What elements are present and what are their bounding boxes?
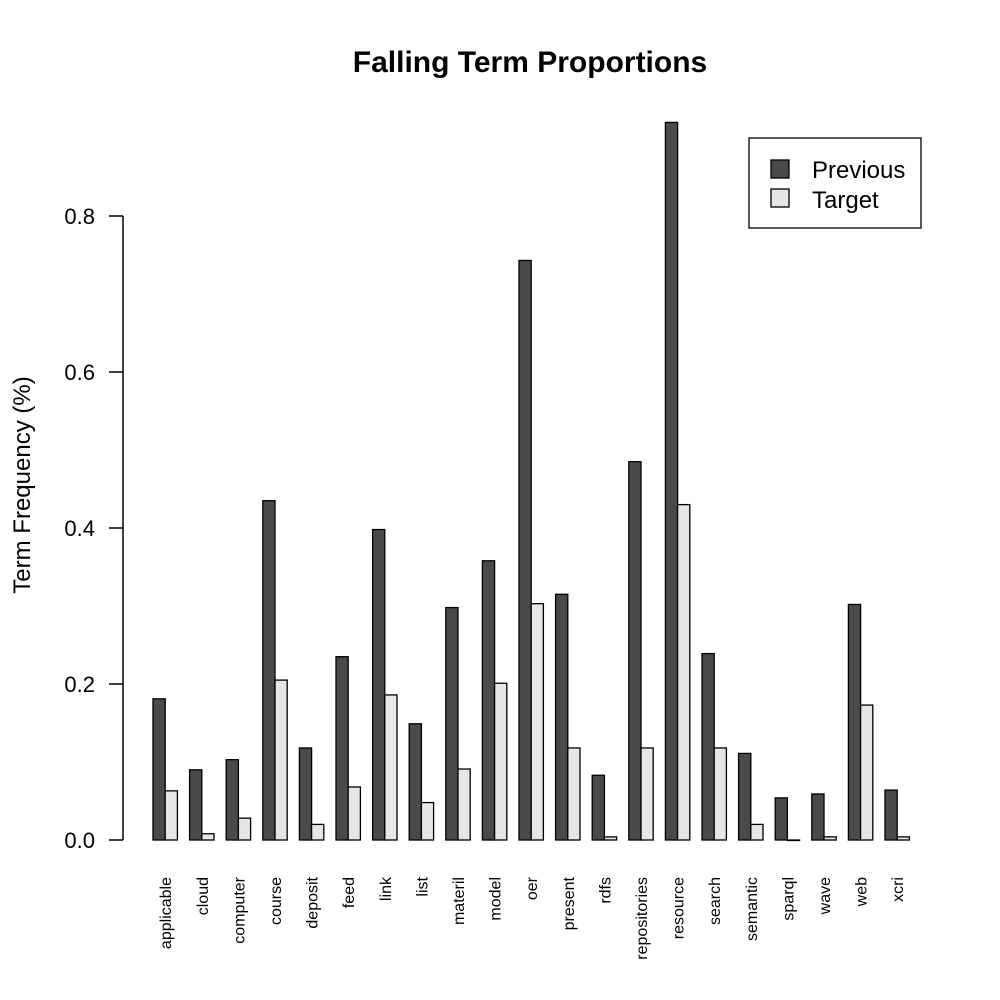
bar-previous-web	[847, 603, 862, 841]
x-tick-label-present: present	[561, 876, 578, 930]
x-tick-label-materil: materil	[451, 877, 468, 925]
bars-group	[152, 121, 911, 842]
legend-box	[748, 137, 922, 229]
bar-previous-search	[701, 652, 715, 841]
x-tick-label-rdfs: rdfs	[597, 877, 614, 904]
x-tick-label-applicable: applicable	[158, 877, 175, 949]
bar-previous-oer	[518, 259, 532, 841]
x-tick-label-model: model	[488, 877, 505, 921]
x-tick-label-deposit: deposit	[305, 876, 322, 928]
bar-previous-model	[481, 560, 496, 841]
bar-target-web	[859, 704, 874, 841]
bar-target-feed	[347, 786, 362, 841]
bar-previous-present	[554, 593, 569, 841]
bar-previous-sparql	[774, 797, 789, 841]
x-tick-label-web: web	[854, 877, 871, 907]
legend-label-target: Target	[812, 187, 879, 214]
bar-previous-link	[371, 528, 386, 841]
x-tick-labels: applicable cloud computer course deposit feed…	[158, 876, 907, 960]
x-tick-label-course: course	[268, 877, 285, 925]
y-tick-label: 0.4	[64, 516, 95, 541]
bar-previous-xcri	[884, 789, 898, 841]
x-tick-label-repositories: repositories	[634, 877, 651, 960]
bar-previous-course	[262, 500, 276, 841]
x-tick-label-link: link	[378, 876, 395, 901]
x-tick-label-search: search	[707, 877, 724, 925]
bar-target-repositories	[640, 747, 654, 841]
bar-target-search	[713, 747, 728, 841]
x-tick-label-list: list	[414, 876, 431, 896]
bar-target-semantic	[750, 823, 764, 841]
bar-previous-repositories	[628, 461, 642, 841]
bar-target-applicable	[164, 790, 179, 841]
bar-target-wave	[823, 836, 837, 841]
bar-target-oer	[530, 603, 545, 841]
bar-previous-list	[408, 723, 423, 841]
bar-target-course	[274, 679, 288, 841]
legend-label-previous: Previous	[812, 157, 905, 184]
x-tick-label-computer: computer	[231, 876, 248, 943]
bar-target-deposit	[310, 823, 325, 841]
x-tick-label-semantic: semantic	[744, 877, 761, 941]
y-tick-label: 0.8	[64, 204, 95, 229]
x-tick-label-cloud: cloud	[195, 877, 212, 915]
bar-target-materil	[457, 768, 471, 841]
y-axis-label: Term Frequency (%)	[9, 376, 36, 593]
bar-previous-deposit	[298, 747, 313, 841]
y-axis: 0.0 0.2 0.4 0.6 0.8	[64, 204, 124, 853]
bar-target-link	[384, 694, 398, 841]
bar-previous-resource	[664, 121, 679, 841]
x-tick-label-xcri: xcri	[890, 877, 907, 902]
bar-previous-rdfs	[591, 774, 606, 841]
x-tick-label-resource: resource	[671, 877, 688, 939]
bar-previous-wave	[811, 793, 825, 841]
x-tick-label-wave: wave	[817, 877, 834, 915]
bar-target-resource	[676, 503, 691, 841]
y-tick-label: 0.6	[64, 360, 95, 385]
legend: Previous Target	[748, 137, 922, 229]
y-tick-label: 0.0	[64, 828, 95, 853]
bar-previous-semantic	[737, 752, 752, 841]
x-tick-label-oer: oer	[524, 876, 541, 900]
x-tick-label-sparql: sparql	[780, 877, 797, 921]
bar-target-rdfs	[603, 836, 618, 841]
chart-title: Falling Term Proportions	[353, 46, 707, 79]
bar-previous-applicable	[152, 698, 166, 841]
x-tick-label-feed: feed	[341, 877, 358, 908]
legend-swatch-target	[770, 188, 790, 208]
y-tick-label: 0.2	[64, 672, 95, 697]
bar-target-xcri	[896, 836, 911, 841]
bar-target-model	[493, 682, 508, 841]
bar-target-computer	[237, 817, 252, 841]
bar-previous-cloud	[188, 769, 203, 841]
legend-swatch-previous	[770, 159, 790, 179]
bar-target-cloud	[201, 833, 215, 841]
bar-target-present	[567, 747, 581, 841]
bar-previous-computer	[225, 759, 240, 841]
bar-target-sparql	[786, 839, 801, 842]
bar-previous-feed	[335, 656, 349, 841]
bar-previous-materil	[445, 606, 459, 841]
bar-target-list	[420, 801, 435, 841]
